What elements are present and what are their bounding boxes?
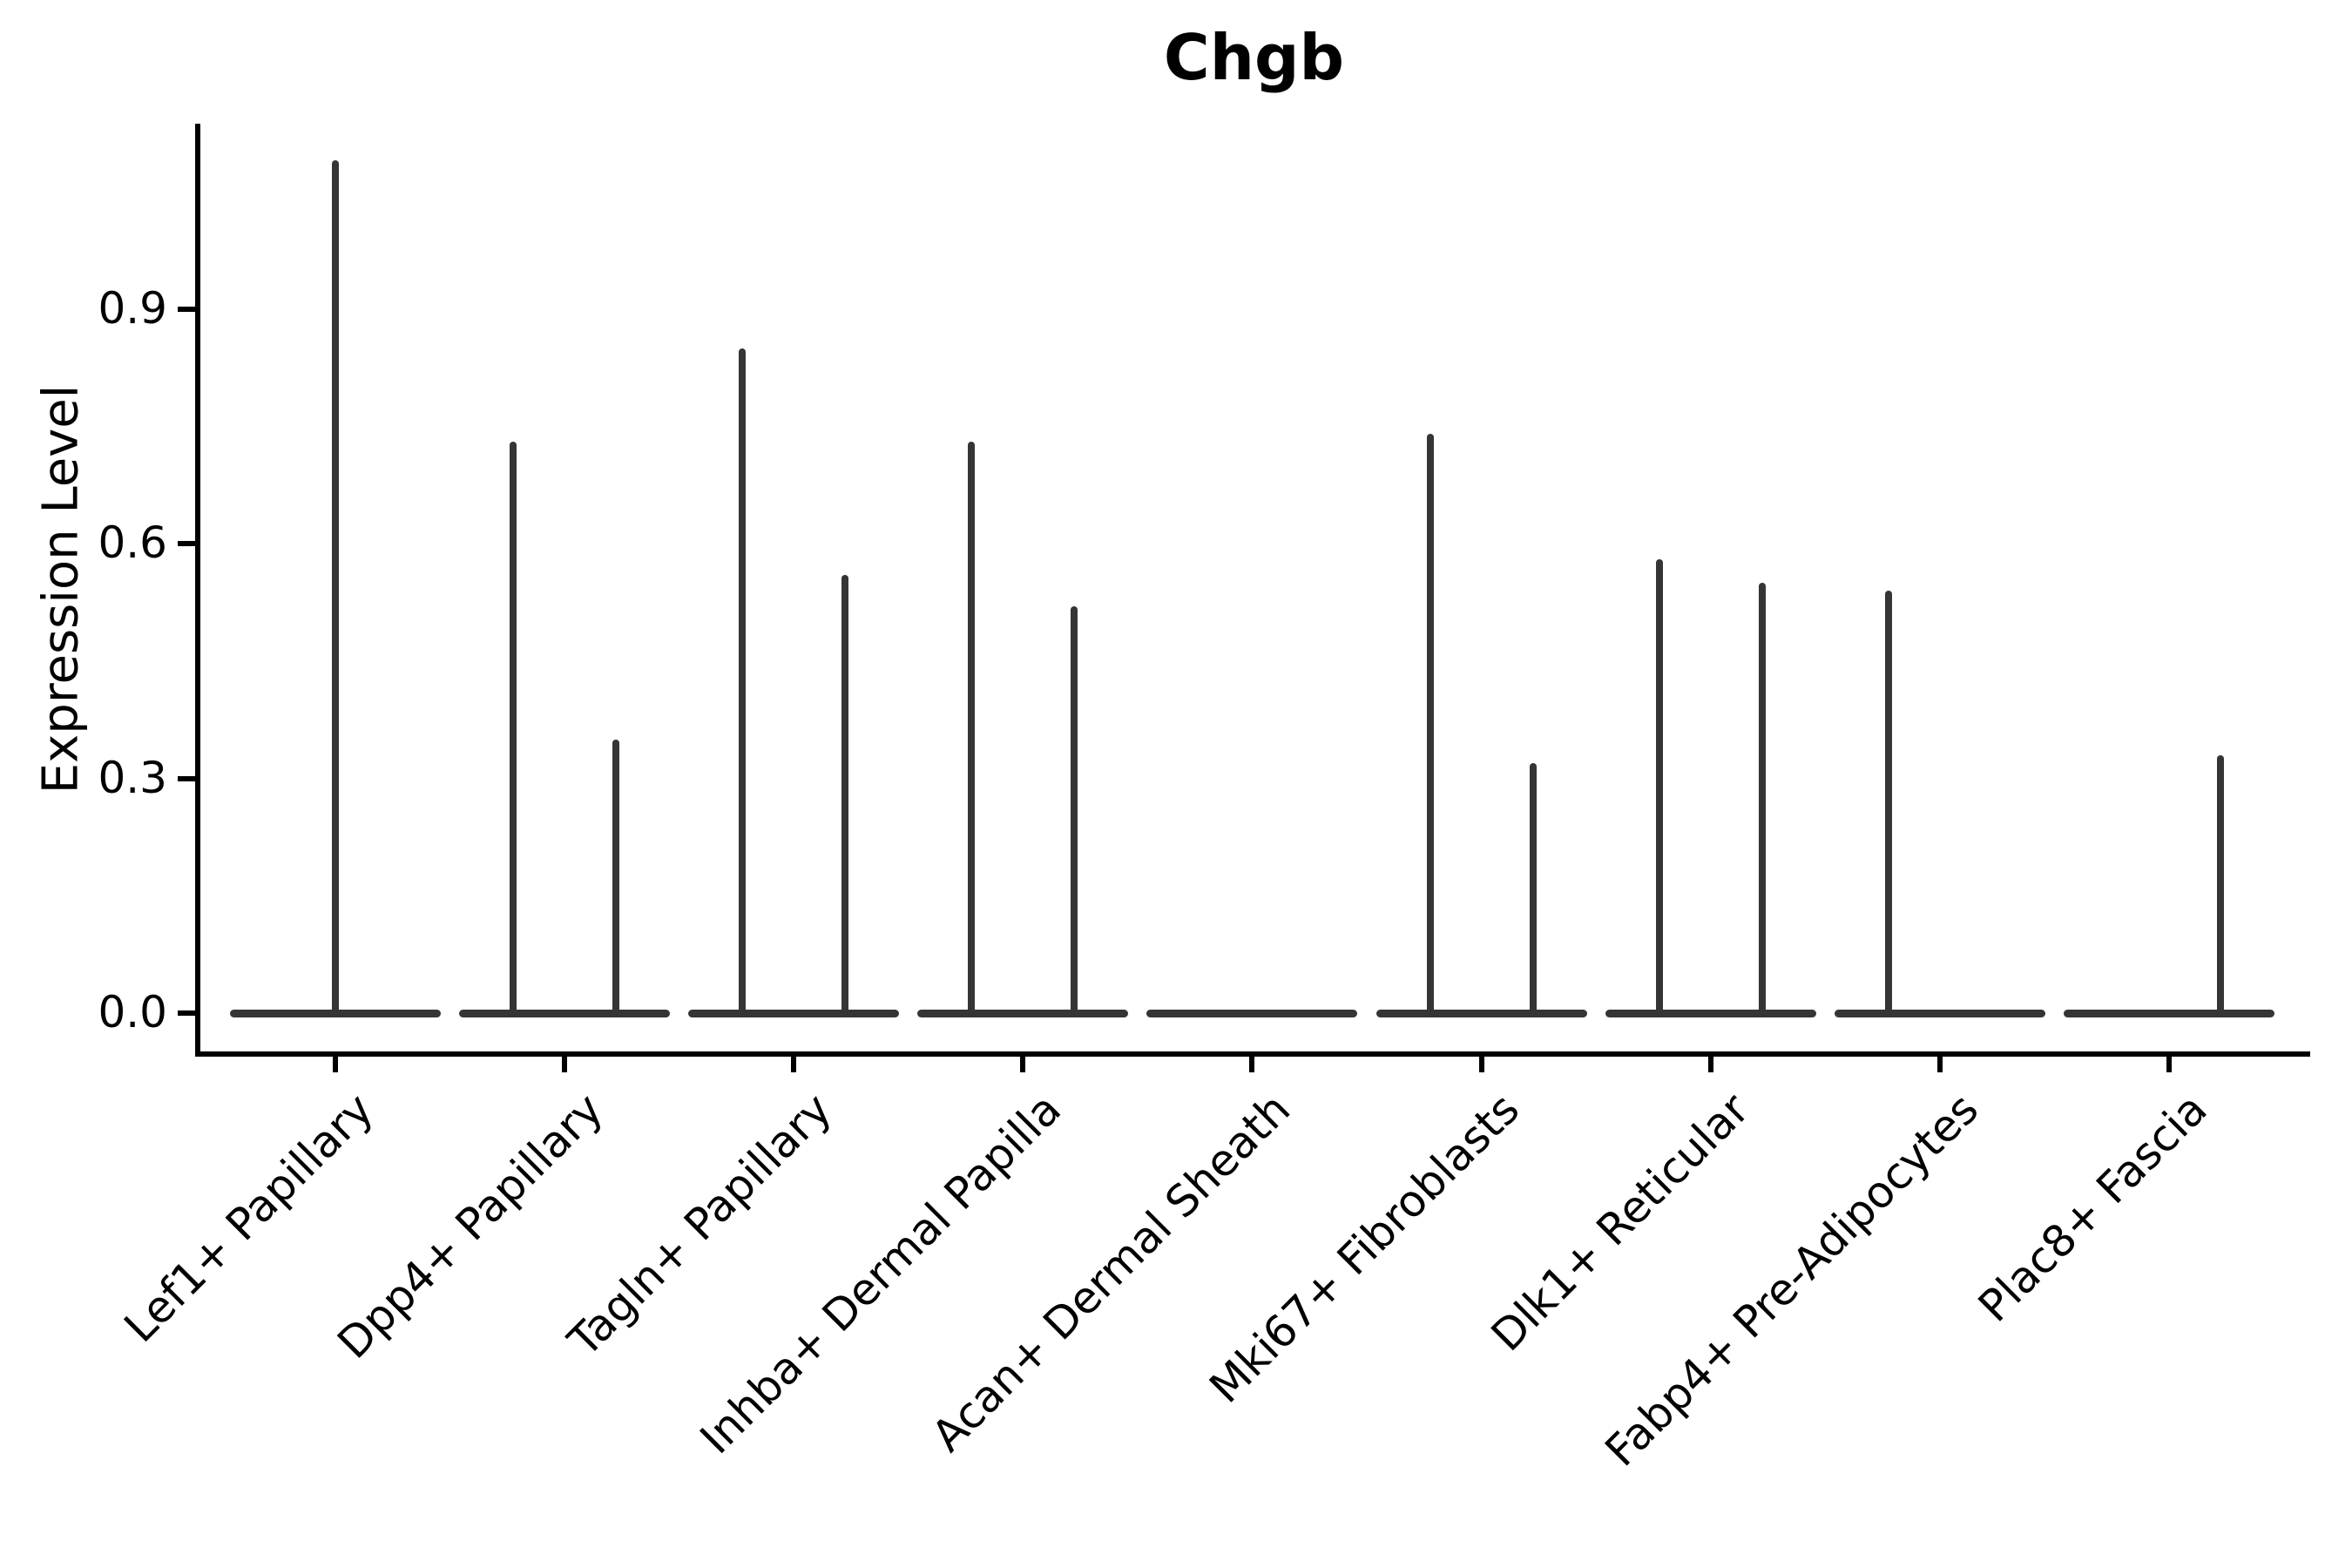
violin-spike <box>1529 762 1537 1017</box>
y-tick-mark <box>178 541 195 547</box>
x-tick-mark <box>2166 1057 2172 1072</box>
x-tick-mark <box>1249 1057 1255 1072</box>
x-tick-label: Fabp4+ Pre-Adipocytes <box>1595 1084 1988 1477</box>
violin-spike <box>841 575 849 1017</box>
violin-body <box>459 1009 671 1017</box>
violin-spike <box>1884 591 1892 1017</box>
x-tick-mark <box>1020 1057 1026 1072</box>
x-tick-mark <box>1478 1057 1484 1072</box>
violin-spike <box>1071 606 1078 1017</box>
violin-spike <box>612 739 620 1017</box>
y-axis-spine <box>195 124 200 1057</box>
violin-spike <box>1426 434 1434 1017</box>
x-axis-spine <box>195 1051 2310 1057</box>
x-tick-mark <box>1936 1057 1943 1072</box>
violin-body <box>917 1009 1129 1017</box>
y-axis-label: Expression Level <box>32 384 90 794</box>
y-tick-label: 0.3 <box>98 752 167 803</box>
x-tick-mark <box>791 1057 797 1072</box>
violin-spike <box>1758 583 1766 1017</box>
y-tick-label: 0.6 <box>98 517 167 569</box>
chart-title: Chgb <box>1163 21 1345 94</box>
violin-body <box>688 1009 900 1017</box>
x-tick-mark <box>562 1057 568 1072</box>
violin-body <box>2063 1009 2274 1017</box>
violin-body <box>1834 1009 2045 1017</box>
violin-body <box>1605 1009 1816 1017</box>
violin-spike <box>739 348 747 1017</box>
y-tick-mark <box>178 306 195 312</box>
violin-spike <box>1655 559 1663 1017</box>
y-tick-mark <box>178 1010 195 1016</box>
x-tick-label: Lef1+ Papillary <box>114 1084 384 1353</box>
violin-spike <box>968 442 976 1017</box>
violin-spike <box>510 442 517 1017</box>
x-tick-label: Plac8+ Fascia <box>1969 1084 2217 1332</box>
y-tick-label: 0.0 <box>98 986 167 1037</box>
y-axis-label-box: Expression Level <box>9 125 113 1053</box>
y-tick-mark <box>178 775 195 781</box>
violin-spike <box>332 160 339 1017</box>
violin-body <box>1375 1009 1587 1017</box>
x-tick-mark <box>1707 1057 1713 1072</box>
violin-spike <box>2216 754 2224 1017</box>
violin-body <box>1146 1009 1358 1017</box>
x-tick-mark <box>333 1057 338 1072</box>
y-tick-label: 0.9 <box>98 282 167 334</box>
